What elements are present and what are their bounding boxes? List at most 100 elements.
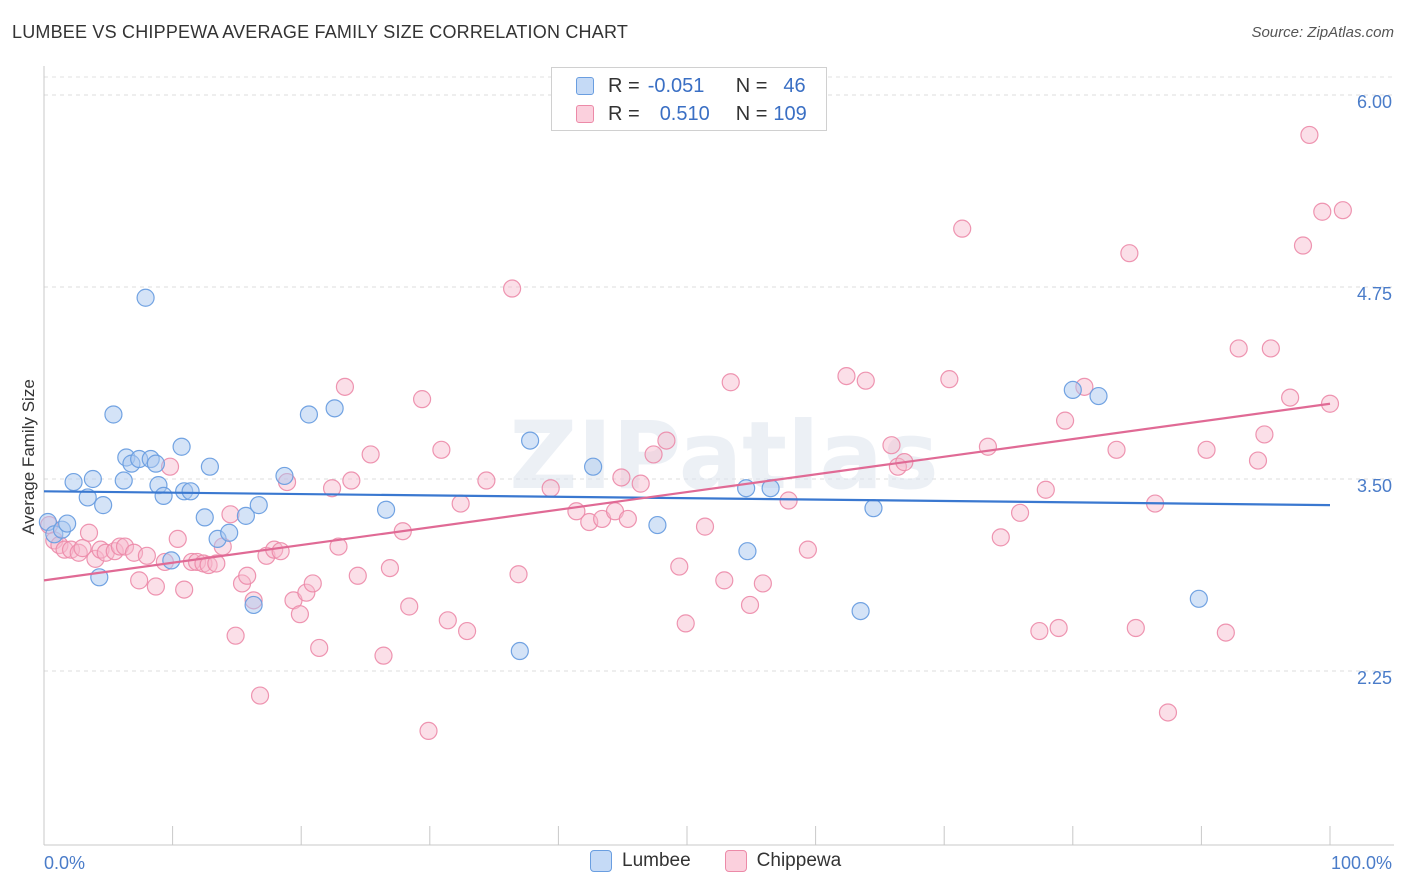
chippewa-point: [438, 611, 457, 630]
chippewa-point: [657, 431, 676, 450]
chippewa-point: [1281, 388, 1300, 407]
lumbee-point: [83, 469, 102, 489]
chippewa-point: [1313, 202, 1332, 221]
x-tick-label: 100.0%: [1331, 853, 1392, 873]
lumbee-point: [64, 472, 83, 492]
legend-n-label: N =: [735, 102, 768, 125]
chippewa-point: [303, 574, 322, 593]
bottom-legend-chippewa: Chippewa: [724, 850, 842, 872]
lumbee-point: [1063, 380, 1082, 400]
chippewa-swatch: [724, 850, 747, 872]
chippewa-point: [503, 279, 522, 298]
chippewa-point: [55, 540, 74, 559]
chippewa-trend-line: [43, 402, 1331, 582]
chippewa-point: [695, 517, 715, 536]
tick-labels: 2.25 3.50 4.75 6.00 0.0% 100.0%: [44, 92, 1392, 873]
chippewa-point: [1036, 480, 1055, 499]
legend-n-label: N =: [735, 74, 768, 97]
chippewa-point: [130, 571, 149, 590]
lumbee-swatch: [590, 850, 612, 872]
lumbee-point: [1189, 589, 1208, 608]
chippewa-point: [670, 557, 689, 576]
chippewa-point: [73, 539, 92, 558]
chippewa-point: [115, 537, 135, 556]
chippewa-point: [226, 626, 245, 645]
bottom-legend-label: Lumbee: [622, 850, 691, 871]
legend-row-lumbee: R = -0.051 N = 46: [576, 73, 806, 99]
chippewa-point: [207, 554, 226, 573]
bottom-legend-lumbee: Lumbee: [590, 850, 691, 872]
lumbee-point: [325, 399, 344, 418]
y-tick-label: 6.00: [1357, 92, 1392, 112]
lumbee-point: [521, 431, 540, 450]
bottom-legend-label: Chippewa: [756, 850, 842, 871]
chippewa-point: [79, 523, 99, 542]
chippewa-point: [1255, 425, 1274, 444]
chippewa-point: [175, 580, 194, 599]
chippewa-point: [271, 542, 290, 561]
chippewa-point: [1107, 440, 1126, 459]
chippewa-point: [146, 577, 165, 596]
chippewa-point: [779, 491, 798, 510]
lumbee-point: [249, 496, 268, 515]
lumbee-point: [181, 482, 200, 501]
lumbee-point: [236, 506, 256, 525]
chippewa-point: [740, 595, 760, 615]
chippewa-point: [1010, 503, 1030, 522]
chippewa-point: [238, 566, 257, 585]
chippewa-point: [329, 537, 348, 556]
legend-n-value: 109: [773, 102, 807, 125]
lumbee-trend-line: [43, 490, 1331, 507]
lumbee-point: [376, 500, 396, 519]
lumbee-point: [172, 437, 191, 456]
chippewa-point: [1300, 125, 1319, 145]
trend-lines: [43, 402, 1331, 582]
chippewa-point: [374, 646, 393, 665]
lumbee-point: [244, 595, 263, 615]
chart-title: LUMBEE VS CHIPPEWA AVERAGE FAMILY SIZE C…: [12, 22, 629, 42]
chippewa-point: [86, 549, 105, 568]
chippewa-point: [400, 597, 419, 616]
chippewa-point: [348, 566, 367, 585]
chippewa-point: [882, 436, 901, 455]
legend-n-value: 46: [783, 74, 806, 97]
lumbee-point: [94, 496, 113, 515]
chippewa-point: [310, 638, 329, 658]
chippewa-point: [168, 529, 187, 549]
chippewa-point: [644, 445, 663, 464]
y-tick-label: 2.25: [1357, 668, 1392, 688]
watermark: ZIPatlas: [509, 402, 938, 511]
lumbee-point: [510, 641, 529, 661]
chippewa-point: [1333, 201, 1352, 220]
chippewa-point: [1158, 703, 1178, 722]
legend-r-value: 0.510: [659, 102, 710, 125]
lumbee-point: [58, 514, 77, 533]
chippewa-point: [335, 377, 355, 396]
chippewa-point: [1126, 618, 1145, 638]
chippewa-point: [451, 494, 470, 513]
lumbee-point: [104, 405, 123, 424]
axes: [43, 66, 1394, 846]
chippewa-point: [1229, 339, 1248, 358]
lumbee-point: [275, 466, 294, 486]
chippewa-point: [419, 721, 438, 741]
chippewa-point: [618, 509, 637, 529]
chippewa-point: [721, 373, 740, 392]
chippewa-point: [856, 371, 875, 390]
chippewa-point: [137, 546, 156, 565]
y-axis-title: Average Family Size: [19, 379, 38, 535]
chippewa-point: [457, 621, 477, 641]
x-tick-label: 0.0%: [44, 853, 85, 873]
lumbee-point: [195, 508, 214, 527]
chippewa-point: [798, 540, 817, 559]
chippewa-point: [199, 555, 218, 575]
lumbee-point: [220, 523, 239, 542]
chippewa-swatch: [576, 105, 594, 123]
legend-row-chippewa: R = 0.510 N = 109: [576, 101, 807, 127]
chippewa-point: [432, 440, 451, 459]
chippewa-point: [612, 468, 631, 487]
chippewa-point: [1049, 618, 1068, 638]
source-label: Source: ZipAtlas.com: [1251, 24, 1394, 41]
chippewa-point: [412, 390, 432, 409]
